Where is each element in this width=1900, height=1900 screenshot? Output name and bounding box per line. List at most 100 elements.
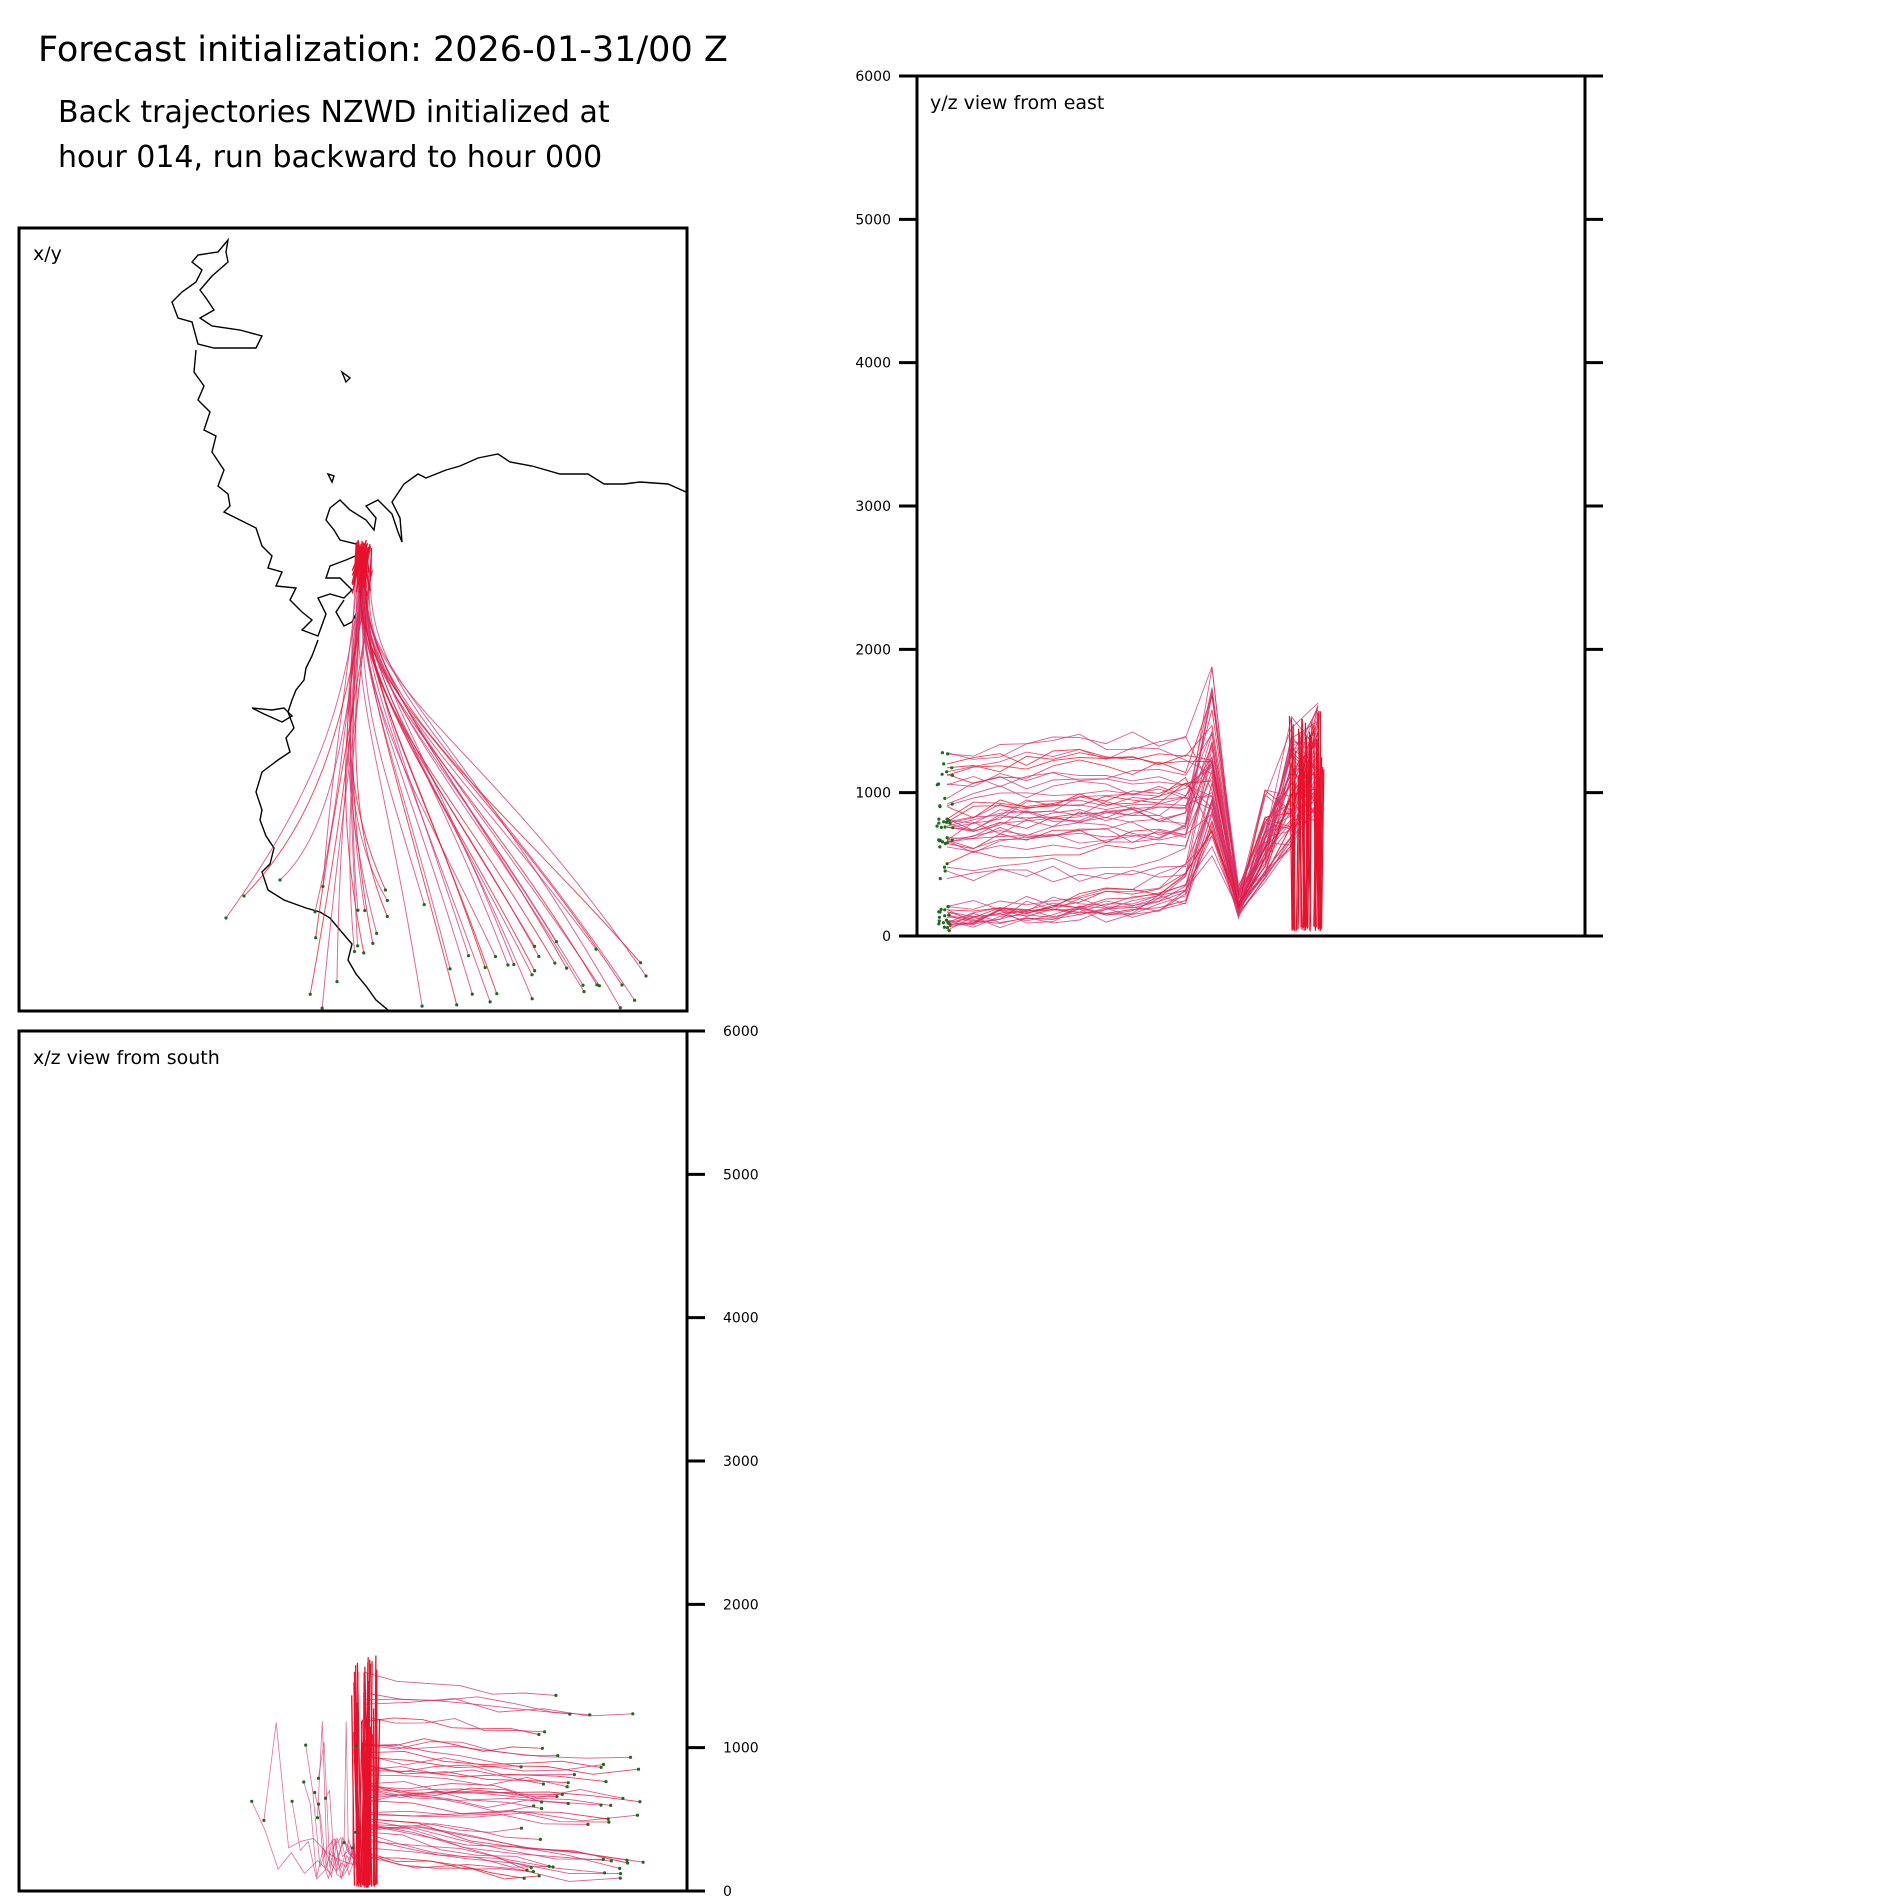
- xy-trajectory-line: [362, 554, 496, 957]
- xy-endpoint-marker: [278, 878, 282, 882]
- xy-endpoint-marker: [224, 916, 228, 920]
- yz-trajectory-line: [946, 766, 1319, 925]
- xz-arrival-bundle-line: [373, 1655, 377, 1884]
- xz-trajectory-line: [364, 1809, 609, 1823]
- xz-arrival-bundle-line: [374, 1718, 381, 1885]
- yz-arrival-bundle-line: [1302, 762, 1305, 931]
- xy-endpoint-marker: [448, 967, 452, 971]
- subtitle-line-1: Back trajectories NZWD initialized at: [58, 95, 610, 130]
- xz-endpoint-marker: [566, 1781, 570, 1785]
- yz-trajectory-line: [946, 801, 1319, 922]
- coastline-segment: [171, 237, 264, 349]
- yz-y-tick-label: 4000: [855, 356, 891, 372]
- xy-trajectory-line: [352, 556, 359, 911]
- xy-source-bundle-line: [369, 547, 373, 577]
- yz-trajectory-line: [946, 744, 1319, 899]
- xy-endpoint-marker: [371, 941, 375, 945]
- xz-trajectory-line: [364, 1698, 633, 1717]
- yz-endpoint-marker: [945, 817, 949, 821]
- xz-endpoint-marker: [537, 1732, 541, 1737]
- xz-arrival-bundle-line: [364, 1724, 370, 1884]
- xz-trajectory-line: [364, 1764, 569, 1784]
- xz-trajectory-line: [364, 1840, 605, 1874]
- xz-trajectory-line: [364, 1754, 604, 1772]
- yz-trajectory-line: [946, 733, 1319, 902]
- xz-endpoint-marker: [554, 1693, 558, 1697]
- xz-endpoint-marker: [599, 1803, 603, 1807]
- xz-trajectory-line: [364, 1738, 543, 1752]
- xz-y-tick-label: 0: [723, 1884, 732, 1900]
- xy-endpoint-marker: [356, 944, 360, 948]
- xz-trajectory-line: [364, 1743, 631, 1759]
- yz-endpoint-marker: [943, 914, 947, 918]
- xy-endpoint-marker: [314, 936, 318, 940]
- yz-endpoint-marker: [951, 826, 955, 830]
- xy-endpoint-marker: [455, 1003, 459, 1007]
- xz-view-panel: x/z view from south 0 1000 2000 3000 4000 500…: [17, 1024, 759, 1900]
- subtitle-line-2: hour 014, run backward to hour 000: [58, 140, 603, 175]
- xy-endpoint-marker: [644, 974, 648, 978]
- xz-endpoint-marker: [531, 1870, 536, 1874]
- yz-trajectory-line: [946, 691, 1319, 897]
- yz-arrival-bundle-line: [1305, 769, 1310, 929]
- xz-endpoint-marker: [551, 1865, 555, 1869]
- xz-trajectory-line: [364, 1790, 611, 1806]
- xy-endpoint-marker: [493, 954, 498, 959]
- xy-endpoint-marker: [363, 908, 367, 913]
- xz-trajectory-line: [364, 1784, 542, 1803]
- xy-endpoint-marker: [506, 963, 510, 967]
- xy-endpoint-marker: [595, 983, 599, 987]
- xz-arrival-bundle-line: [355, 1712, 359, 1883]
- xz-trajectory-line: [364, 1794, 534, 1813]
- xz-endpoint-marker: [250, 1799, 254, 1803]
- xz-endpoint-marker: [565, 1785, 569, 1789]
- xz-endpoint-marker: [354, 1830, 358, 1834]
- xz-endpoint-marker: [618, 1872, 623, 1876]
- xz-y-tick-label: 6000: [723, 1024, 759, 1040]
- yz-endpoint-marker: [942, 820, 946, 824]
- xz-trajectory-line: [364, 1743, 522, 1768]
- xz-trajectory-line: [364, 1783, 623, 1799]
- xy-endpoint-marker: [533, 969, 537, 973]
- yz-endpoint-marker: [945, 836, 949, 840]
- xz-trajectory-line: [364, 1823, 541, 1840]
- xy-endpoint-marker: [554, 940, 559, 944]
- xz-trajectory-line: [364, 1810, 589, 1825]
- xy-panel-label: x/y: [33, 243, 62, 265]
- xy-endpoint-marker: [495, 992, 499, 996]
- xy-trajectory-line: [369, 558, 636, 1001]
- xz-endpoint-marker: [323, 1796, 328, 1800]
- xz-endpoint-marker: [537, 1874, 541, 1878]
- yz-trajectory-line: [946, 748, 1319, 910]
- xz-endpoint-marker: [607, 1820, 611, 1824]
- yz-endpoint-marker: [937, 919, 941, 923]
- xy-trajectory-line: [363, 573, 533, 975]
- xy-trajectory-line: [361, 561, 600, 986]
- xy-endpoint-marker: [594, 947, 598, 951]
- xy-trajectory-line: [243, 571, 373, 897]
- yz-endpoint-marker: [938, 845, 942, 849]
- xy-trajectory-line: [367, 569, 557, 942]
- xz-endpoint-marker: [342, 1841, 346, 1845]
- yz-endpoint-marker: [940, 840, 945, 844]
- yz-endpoint-marker: [948, 922, 952, 926]
- xz-endpoint-marker: [560, 1792, 564, 1796]
- xz-endpoint-marker: [541, 1782, 546, 1786]
- yz-panel-label: y/z view from east: [930, 92, 1104, 114]
- xz-endpoint-marker: [304, 1743, 308, 1747]
- yz-trajectory-line: [946, 689, 1319, 907]
- xy-endpoint-marker: [488, 1000, 492, 1004]
- coastline-segment: [193, 349, 687, 637]
- xz-endpoint-marker: [618, 1876, 622, 1880]
- xz-endpoint-marker: [547, 1864, 551, 1868]
- xz-trajectory-line: [364, 1847, 621, 1875]
- yz-endpoint-marker: [937, 821, 941, 825]
- xy-trajectory-line: [361, 563, 647, 977]
- xz-trajectory-line: [364, 1774, 568, 1788]
- xy-endpoint-marker: [618, 1006, 622, 1010]
- xz-low-trajectory-line: [318, 1804, 358, 1879]
- yz-y-axis: 0 1000 2000 3000 4000 5000 6000: [855, 69, 1603, 945]
- xy-endpoint-marker: [321, 884, 325, 889]
- xz-trajectory-line: [364, 1818, 628, 1864]
- xz-endpoint-marker: [572, 1773, 577, 1777]
